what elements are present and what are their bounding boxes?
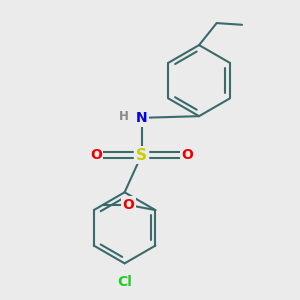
- Text: S: S: [136, 148, 147, 163]
- Text: O: O: [90, 148, 102, 162]
- Text: O: O: [122, 198, 134, 212]
- Text: O: O: [181, 148, 193, 162]
- Text: Cl: Cl: [117, 275, 132, 289]
- Text: H: H: [119, 110, 129, 123]
- Text: N: N: [136, 111, 147, 125]
